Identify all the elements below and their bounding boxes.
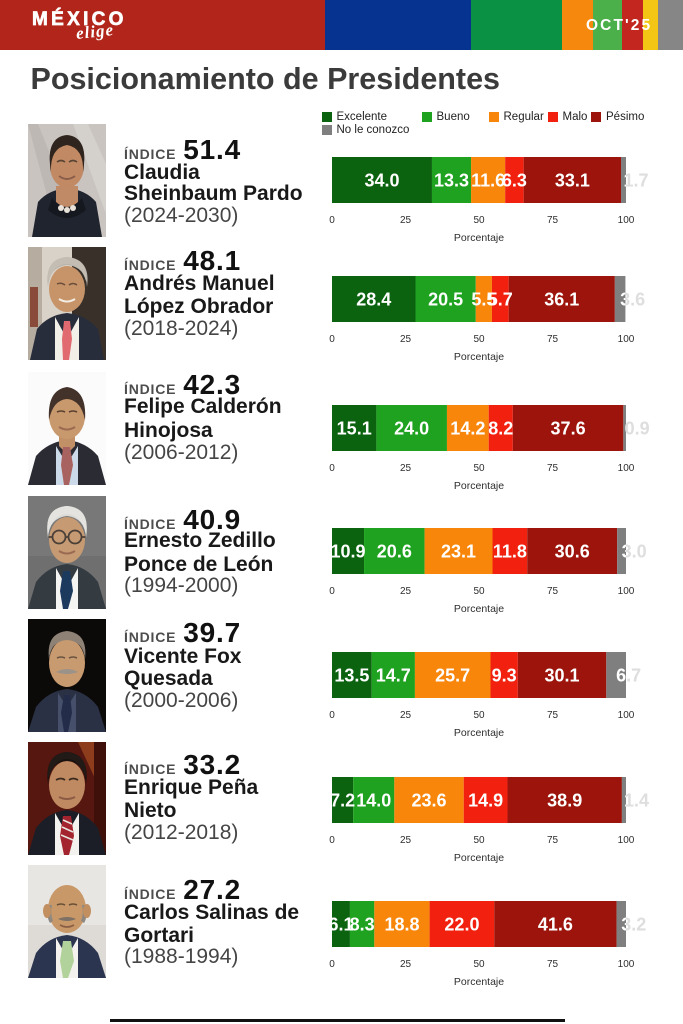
svg-text:3.2: 3.2: [621, 915, 646, 935]
svg-text:9.3: 9.3: [492, 666, 517, 686]
svg-text:14.9: 14.9: [468, 791, 503, 811]
svg-text:1.7: 1.7: [624, 171, 649, 191]
svg-text:37.6: 37.6: [551, 419, 586, 439]
svg-text:3.0: 3.0: [622, 542, 647, 562]
svg-text:3.2: 3.2: [621, 915, 646, 935]
svg-text:24.0: 24.0: [394, 419, 429, 439]
svg-text:10.9: 10.9: [332, 542, 366, 562]
svg-text:33.1: 33.1: [555, 171, 590, 191]
svg-text:0.9: 0.9: [625, 419, 650, 439]
svg-text:22.0: 22.0: [444, 915, 479, 935]
svg-text:20.5: 20.5: [428, 290, 463, 310]
svg-text:14.7: 14.7: [376, 666, 411, 686]
svg-text:6.3: 6.3: [502, 171, 527, 191]
svg-text:13.5: 13.5: [334, 666, 369, 686]
svg-text:6.1: 6.1: [332, 915, 353, 935]
svg-text:34.0: 34.0: [364, 171, 399, 191]
svg-text:23.6: 23.6: [411, 791, 446, 811]
svg-text:23.1: 23.1: [441, 542, 476, 562]
svg-text:11.6: 11.6: [471, 171, 505, 191]
svg-text:38.9: 38.9: [547, 791, 582, 811]
svg-text:30.1: 30.1: [545, 666, 580, 686]
svg-text:1.4: 1.4: [624, 791, 649, 811]
svg-text:11.8: 11.8: [493, 542, 527, 562]
svg-text:5.7: 5.7: [488, 290, 513, 310]
svg-text:13.3: 13.3: [434, 171, 469, 191]
svg-text:5.5: 5.5: [471, 290, 496, 310]
svg-text:3.6: 3.6: [620, 290, 645, 310]
svg-text:6.7: 6.7: [616, 666, 641, 686]
svg-text:6.7: 6.7: [616, 666, 641, 686]
svg-text:25.7: 25.7: [435, 666, 470, 686]
svg-text:15.1: 15.1: [337, 419, 372, 439]
svg-text:20.6: 20.6: [377, 542, 412, 562]
svg-text:18.8: 18.8: [384, 915, 419, 935]
svg-text:3.0: 3.0: [622, 542, 647, 562]
svg-text:8.2: 8.2: [488, 419, 513, 439]
svg-text:3.6: 3.6: [620, 290, 645, 310]
svg-text:41.6: 41.6: [538, 915, 573, 935]
svg-text:7.2: 7.2: [332, 791, 355, 811]
svg-text:8.3: 8.3: [350, 915, 375, 935]
svg-text:14.0: 14.0: [356, 791, 391, 811]
svg-text:1.4: 1.4: [624, 791, 649, 811]
svg-text:30.6: 30.6: [555, 542, 590, 562]
svg-text:14.2: 14.2: [450, 419, 485, 439]
svg-text:28.4: 28.4: [356, 290, 391, 310]
svg-text:0.9: 0.9: [625, 419, 650, 439]
svg-text:36.1: 36.1: [544, 290, 579, 310]
svg-text:1.7: 1.7: [624, 171, 649, 191]
